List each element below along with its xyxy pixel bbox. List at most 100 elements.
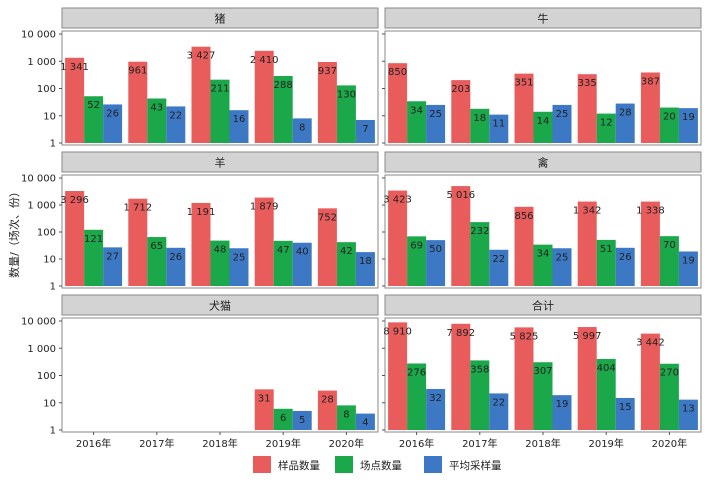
data-label: 22 [169, 110, 182, 121]
bar [659, 363, 679, 430]
data-label: 3 296 [60, 195, 89, 206]
y-tick-label: 100 [37, 84, 56, 95]
bar [451, 323, 471, 430]
data-label: 4 [362, 418, 368, 429]
data-label: 69 [410, 240, 423, 251]
panel-strip [61, 294, 379, 316]
bar [166, 247, 186, 286]
bar [317, 208, 337, 286]
bar [317, 62, 337, 143]
bar [678, 251, 698, 286]
data-label: 937 [318, 66, 337, 77]
data-label: 65 [150, 241, 163, 252]
data-label: 387 [641, 76, 660, 87]
x-tick-label: 2016年 [76, 437, 111, 450]
legend-label: 平均采样量 [449, 459, 502, 472]
bar [336, 242, 356, 286]
data-label: 51 [600, 244, 613, 255]
data-label: 50 [429, 244, 442, 255]
legend-label: 样品数量 [278, 459, 320, 472]
y-tick-label: 1 000 [27, 344, 56, 355]
data-label: 270 [660, 368, 679, 379]
bar [407, 236, 427, 286]
data-label: 42 [340, 246, 353, 257]
data-label: 5 825 [510, 331, 539, 342]
bar [596, 358, 616, 430]
bar [489, 393, 509, 430]
bar [210, 79, 230, 143]
bar [147, 237, 167, 286]
bar [388, 190, 408, 286]
data-label: 20 [663, 112, 676, 123]
bar [336, 405, 356, 430]
data-label: 6 [280, 413, 286, 424]
x-tick-label: 2018年 [202, 437, 237, 450]
data-label: 16 [233, 114, 246, 125]
legend-swatch [253, 456, 271, 473]
data-label: 25 [556, 109, 569, 120]
y-tick-label: 10 [43, 111, 56, 122]
data-label: 11 [492, 119, 505, 130]
data-label: 1 342 [573, 206, 602, 217]
data-label: 850 [388, 67, 407, 78]
data-label: 13 [682, 404, 695, 415]
panel-title: 羊 [215, 156, 226, 170]
data-label: 3 423 [383, 195, 412, 206]
data-label: 8 [343, 409, 349, 420]
bar [103, 104, 123, 143]
data-label: 2 410 [250, 55, 279, 66]
bar [615, 247, 635, 286]
x-tick-label: 2016年 [399, 437, 434, 450]
legend-label: 场点数量 [360, 459, 402, 472]
bar [489, 249, 509, 286]
data-label: 288 [274, 80, 293, 91]
data-label: 335 [578, 78, 597, 89]
y-tick-label: 1 000 [27, 57, 56, 68]
bar [533, 244, 553, 286]
bar [470, 360, 490, 430]
panel-title: 犬猫 [209, 299, 231, 313]
bar [273, 240, 293, 286]
bar [451, 186, 471, 286]
data-label: 43 [150, 102, 163, 113]
bar [317, 390, 337, 430]
data-label: 351 [514, 78, 533, 89]
bar [84, 96, 104, 143]
panel-title: 合计 [532, 299, 554, 313]
legend-swatch [424, 456, 442, 473]
bar [552, 395, 572, 430]
data-label: 1 191 [187, 207, 216, 218]
bar [407, 101, 427, 143]
data-label: 32 [429, 393, 442, 404]
bar [254, 50, 274, 143]
data-label: 358 [470, 364, 489, 375]
y-tick-label: 10 000 [21, 317, 56, 328]
data-label: 18 [473, 113, 486, 124]
bar [426, 104, 446, 143]
data-label: 40 [296, 247, 309, 258]
bar [407, 363, 427, 430]
bar [388, 322, 408, 430]
panel-strip [384, 7, 702, 29]
bar [388, 63, 408, 143]
bar [659, 107, 679, 143]
bar [254, 389, 274, 430]
bar [210, 240, 230, 286]
bar [514, 73, 534, 143]
bar [514, 206, 534, 286]
data-label: 1 712 [123, 203, 152, 214]
x-tick-label: 2017年 [462, 437, 497, 450]
data-label: 8 [299, 122, 305, 133]
bar [489, 114, 509, 143]
y-tick-label: 10 000 [21, 174, 56, 185]
data-label: 1 341 [60, 62, 89, 73]
bar [426, 240, 446, 286]
data-label: 48 [214, 245, 227, 256]
bar [254, 197, 274, 286]
x-tick-label: 2020年 [652, 437, 687, 450]
data-label: 7 [362, 124, 368, 135]
legend-swatch [335, 456, 353, 473]
data-label: 28 [619, 108, 632, 119]
bar [577, 74, 597, 143]
